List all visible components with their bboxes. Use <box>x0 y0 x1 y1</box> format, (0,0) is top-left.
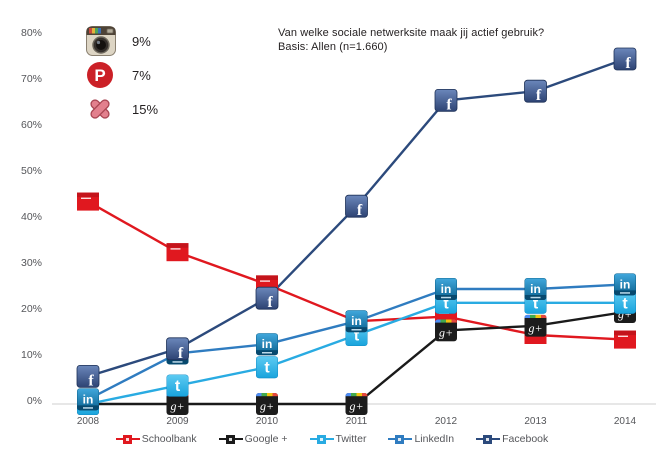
svg-text:g+: g+ <box>260 399 274 413</box>
chart-legend: Schoolbank Google + Twitter LinkedIn Fac… <box>0 433 664 445</box>
svg-text:g+: g+ <box>170 399 184 413</box>
svg-text:f: f <box>178 345 184 362</box>
legend-item-facebook: Facebook <box>476 433 548 445</box>
marker-googleplus-2013: g+ <box>524 314 547 337</box>
legend-item-twitter: Twitter <box>309 433 367 445</box>
marker-linkedin-2013: in <box>524 278 547 300</box>
hyves-x-icon <box>86 94 118 124</box>
legend-label-googleplus: Google + <box>244 433 288 445</box>
marker-facebook-2010: f <box>255 286 279 311</box>
y-tick-label: 20% <box>21 303 42 315</box>
svg-text:t: t <box>264 360 270 377</box>
hyves-percentage: 15% <box>132 101 159 117</box>
marker-schoolbank-2008 <box>77 192 99 211</box>
svg-text:P: P <box>94 66 105 85</box>
legend-label-twitter: Twitter <box>335 433 367 445</box>
marker-schoolbank-2009 <box>166 243 189 262</box>
marker-linkedin-2011: in <box>345 310 368 333</box>
instagram-icon <box>86 26 118 56</box>
svg-text:in: in <box>262 337 273 351</box>
legend-label-schoolbank: Schoolbank <box>141 433 197 445</box>
legend-label-facebook: Facebook <box>502 433 549 445</box>
stat-row-pinterest: P 7% <box>86 60 158 90</box>
stat-row-hyves: 15% <box>86 94 158 124</box>
svg-text:f: f <box>267 294 273 311</box>
x-tick-label: 2011 <box>346 416 368 427</box>
svg-text:f: f <box>536 87 542 104</box>
chart-title-line1: Van welke sociale netwerksite maak jij a… <box>278 27 545 39</box>
y-tick-label: 70% <box>21 73 42 85</box>
svg-text:t: t <box>533 295 539 312</box>
marker-googleplus-2012: g+ <box>435 319 457 342</box>
marker-googleplus-2010: g+ <box>256 393 278 415</box>
legend-marker-googleplus <box>218 434 243 444</box>
stat-row-instagram: 9% <box>86 26 158 56</box>
chart-title-line2: Basis: Allen (n=1.660) <box>278 41 388 53</box>
x-tick-label: 2010 <box>256 416 279 427</box>
svg-text:in: in <box>83 392 94 406</box>
y-tick-label: 40% <box>21 211 42 223</box>
marker-linkedin-2010: in <box>256 333 278 356</box>
svg-text:t: t <box>354 328 360 345</box>
chart-title: Van welke sociale netwerksite maak jij a… <box>278 26 544 54</box>
x-tick-label: 2014 <box>614 416 637 427</box>
svg-text:f: f <box>357 202 363 219</box>
svg-text:g+: g+ <box>528 321 542 335</box>
pinterest-icon: P <box>86 60 118 90</box>
y-tick-label: 30% <box>21 257 42 269</box>
x-tick-label: 2012 <box>435 416 458 427</box>
x-tick-label: 2008 <box>77 416 100 427</box>
svg-text:t: t <box>443 295 449 312</box>
svg-text:f: f <box>88 372 94 389</box>
y-tick-label: 80% <box>21 27 42 39</box>
legend-label-linkedin: LinkedIn <box>414 433 455 445</box>
legend-marker-linkedin <box>388 434 413 444</box>
marker-facebook-2009: f <box>166 337 189 362</box>
marker-twitter-2010: t <box>256 356 278 379</box>
svg-text:g+: g+ <box>349 399 363 413</box>
x-tick-label: 2013 <box>524 416 547 427</box>
svg-text:g+: g+ <box>439 325 453 339</box>
x-tick-label: 2009 <box>166 416 189 427</box>
legend-marker-twitter <box>309 434 334 444</box>
pinterest-percentage: 7% <box>132 67 151 83</box>
instagram-percentage: 9% <box>132 33 151 49</box>
svg-text:in: in <box>620 277 631 291</box>
svg-text:f: f <box>446 96 452 113</box>
svg-text:in: in <box>441 282 452 296</box>
svg-text:in: in <box>351 314 362 328</box>
marker-facebook-2014: f <box>613 47 637 72</box>
side-stats: 9% P 7% <box>86 26 158 128</box>
marker-googleplus-2011: g+ <box>345 393 368 415</box>
marker-schoolbank-2014 <box>614 330 636 349</box>
marker-facebook-2013: f <box>524 79 547 104</box>
legend-item-linkedin: LinkedIn <box>388 433 454 445</box>
legend-item-googleplus: Google + <box>218 433 288 445</box>
y-tick-label: 0% <box>27 395 42 407</box>
y-tick-label: 50% <box>21 165 42 177</box>
marker-linkedin-2008: in <box>77 388 99 411</box>
svg-text:t: t <box>622 295 628 312</box>
marker-twitter-2014: t <box>614 291 636 314</box>
legend-marker-schoolbank <box>115 434 140 444</box>
svg-text:in: in <box>530 282 541 296</box>
marker-twitter-2009: t <box>166 374 189 397</box>
y-tick-label: 60% <box>21 119 42 131</box>
legend-marker-facebook <box>476 434 501 444</box>
svg-text:t: t <box>175 378 181 395</box>
legend-item-schoolbank: Schoolbank <box>115 433 197 445</box>
svg-text:f: f <box>625 55 631 72</box>
marker-facebook-2008: f <box>76 364 100 389</box>
marker-linkedin-2014: in <box>614 273 636 296</box>
y-tick-label: 10% <box>21 349 42 361</box>
marker-facebook-2011: f <box>345 194 368 219</box>
marker-linkedin-2012: in <box>435 278 457 300</box>
marker-facebook-2012: f <box>434 89 458 113</box>
